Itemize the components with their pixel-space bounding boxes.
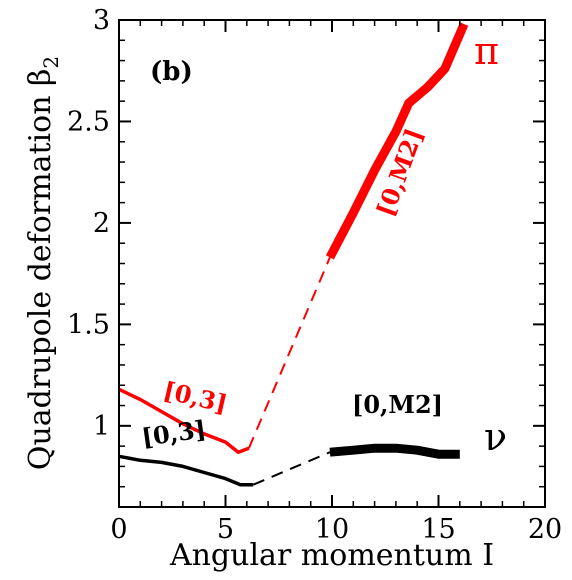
series-1-segment-0 bbox=[118, 454, 254, 487]
series-1-segment-2 bbox=[329, 443, 460, 459]
x-tick-label: 20 bbox=[528, 514, 562, 545]
y-tick-label: 2.5 bbox=[67, 106, 110, 137]
series-0-segment-2 bbox=[325, 22, 469, 260]
y-axis-label: Quadrupole deformation β2 bbox=[23, 56, 63, 470]
plot-content bbox=[118, 22, 469, 487]
y-axis-label-subscript: 2 bbox=[39, 56, 63, 69]
y-tick-label: 1 bbox=[93, 411, 110, 442]
panel-label: (b) bbox=[150, 57, 193, 87]
x-tick-label: 5 bbox=[217, 514, 234, 545]
nu-series-label: ν bbox=[484, 415, 507, 459]
pi-low-band-label: [0,3] bbox=[161, 376, 230, 419]
y-tick-label: 2 bbox=[93, 208, 110, 239]
axis-ticks: 0 5 10 15 20 1 1.5 2 2.5 3 bbox=[67, 5, 562, 545]
y-tick-label: 3 bbox=[93, 5, 110, 36]
x-tick-label: 0 bbox=[110, 514, 127, 545]
x-tick-label: 15 bbox=[421, 514, 455, 545]
x-axis-label: Angular momentum I bbox=[169, 538, 494, 573]
pi-series-label: π bbox=[474, 29, 499, 73]
nu-low-band-label: [0,3] bbox=[140, 414, 208, 452]
nu-high-band-label: [0,M2] bbox=[352, 390, 443, 419]
pi-high-band-label: [0,M2] bbox=[370, 125, 428, 220]
series-0-segment-0 bbox=[118, 387, 250, 454]
series-0-segment-1 bbox=[247, 257, 331, 449]
series-1-segment-1 bbox=[252, 451, 331, 486]
y-axis-label-text: Quadrupole deformation β bbox=[23, 69, 58, 471]
x-tick-label: 10 bbox=[315, 514, 349, 545]
y-tick-label: 1.5 bbox=[67, 309, 110, 340]
